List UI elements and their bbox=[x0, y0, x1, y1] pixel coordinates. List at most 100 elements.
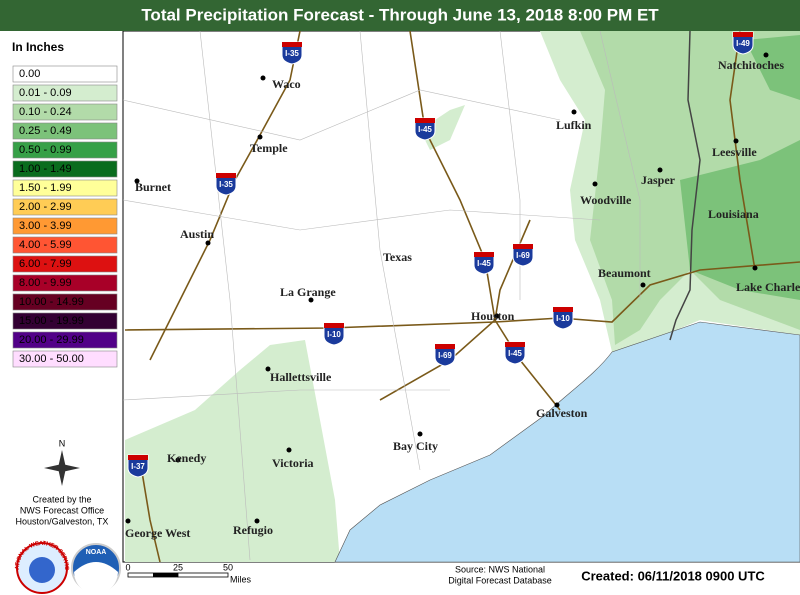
credit: NWS Forecast Office bbox=[20, 505, 104, 515]
city-label: Victoria bbox=[272, 456, 314, 470]
legend-label: 8.00 - 9.99 bbox=[19, 277, 72, 289]
city-dot bbox=[494, 313, 500, 319]
city-label: Waco bbox=[272, 77, 301, 91]
title: Total Precipitation Forecast - Through J… bbox=[141, 5, 659, 24]
interstate-label: I-35 bbox=[219, 180, 233, 189]
city-label: Woodville bbox=[580, 193, 632, 207]
scale-label: 25 bbox=[173, 562, 183, 572]
legend-swatch bbox=[12, 350, 118, 368]
legend-swatch bbox=[12, 293, 118, 311]
interstate-shield bbox=[732, 31, 754, 55]
credit: Houston/Galveston, TX bbox=[16, 516, 109, 526]
legend-swatch bbox=[12, 122, 118, 140]
interstate-shield-top bbox=[733, 32, 753, 37]
interstate-shield bbox=[281, 41, 303, 65]
interstate-shield-top bbox=[435, 344, 455, 349]
compass: N bbox=[44, 438, 80, 486]
legend-label: 0.25 - 0.49 bbox=[19, 125, 72, 137]
interstate-shield bbox=[434, 343, 456, 367]
nws-logo-center bbox=[29, 557, 55, 583]
map-area: Waco Temple Burnet Austin La Grange Hallettsv… bbox=[122, 30, 800, 563]
city-label: Jasper bbox=[641, 173, 676, 187]
legend-swatch bbox=[12, 312, 118, 330]
footer bbox=[123, 563, 800, 595]
legend-label: 0.01 - 0.09 bbox=[19, 87, 72, 99]
city-label: Kenedy bbox=[167, 451, 206, 465]
city-dot bbox=[733, 138, 739, 144]
city-dot bbox=[125, 518, 131, 524]
interstate-shield-top bbox=[513, 244, 533, 249]
legend-swatch bbox=[12, 65, 118, 83]
legend-label: 0.50 - 0.99 bbox=[19, 144, 72, 156]
legend-label: 1.00 - 1.49 bbox=[19, 163, 72, 175]
city-dot bbox=[763, 52, 769, 58]
city-dot bbox=[571, 109, 577, 115]
legend-swatch bbox=[12, 331, 118, 349]
city-dot bbox=[265, 366, 271, 372]
legend-label: 30.00 - 50.00 bbox=[19, 353, 84, 365]
rain-area bbox=[420, 105, 465, 150]
city-dot bbox=[260, 75, 266, 81]
state-label: Louisiana bbox=[708, 207, 759, 221]
legend-swatch bbox=[12, 236, 118, 254]
interstate-shield bbox=[127, 454, 149, 478]
city-dot bbox=[592, 181, 598, 187]
legend-label: 0.00 bbox=[19, 68, 40, 80]
interstate-shield bbox=[504, 341, 526, 365]
city-dot bbox=[308, 297, 314, 303]
interstate-shield bbox=[512, 243, 534, 267]
gulf-of-mexico bbox=[334, 321, 800, 563]
legend-swatch bbox=[12, 84, 118, 102]
interstate-shield-top bbox=[553, 307, 573, 312]
rain-area bbox=[680, 140, 800, 300]
interstate-shield-top bbox=[505, 342, 525, 347]
city-label: Austin bbox=[180, 227, 214, 241]
city-label: Houston bbox=[471, 309, 515, 323]
city-label: Burnet bbox=[135, 180, 171, 194]
city-label: Lufkin bbox=[556, 118, 592, 132]
state-border bbox=[669, 30, 701, 341]
county-lines bbox=[122, 30, 641, 561]
city-label: George West bbox=[125, 526, 190, 540]
legend-label: 20.00 - 29.99 bbox=[19, 334, 84, 346]
interstate-label: I-10 bbox=[327, 330, 341, 339]
interstate-shield bbox=[552, 306, 574, 330]
city-label: Natchitoches bbox=[718, 58, 784, 72]
legend-swatch bbox=[12, 141, 118, 159]
scale-bar bbox=[127, 572, 229, 578]
legend-swatch bbox=[12, 255, 118, 273]
city-label: La Grange bbox=[280, 285, 336, 299]
legend-swatch bbox=[12, 179, 118, 197]
city-dot bbox=[417, 431, 423, 437]
scale-label: 50 bbox=[223, 562, 233, 572]
scale-unit: Miles bbox=[230, 574, 252, 584]
city-label: Leesville bbox=[712, 145, 757, 159]
noaa-logo-wave bbox=[74, 562, 118, 594]
legend-swatch bbox=[12, 217, 118, 235]
interstate-label: I-69 bbox=[516, 251, 530, 260]
interstate-label: I-37 bbox=[131, 462, 145, 471]
interstate-shield-top bbox=[415, 118, 435, 123]
city-dot bbox=[640, 282, 646, 288]
city-label: Bay City bbox=[393, 439, 438, 453]
created: Created: 06/11/2018 0900 UTC bbox=[581, 568, 765, 583]
interstate-shield-top bbox=[474, 252, 494, 257]
scale-label: 0 bbox=[125, 562, 130, 572]
city-label: Hallettsville bbox=[270, 370, 332, 384]
title-bar bbox=[0, 0, 800, 31]
city-dot bbox=[752, 265, 758, 271]
rain-area bbox=[745, 35, 800, 100]
city-label: Beaumont bbox=[598, 266, 651, 280]
state-label: Texas bbox=[383, 250, 412, 264]
city-label: Refugio bbox=[233, 523, 273, 537]
interstate-label: I-35 bbox=[285, 49, 299, 58]
noaa-logo-text: NOAA bbox=[86, 549, 107, 556]
credit: Created by the bbox=[32, 494, 91, 504]
interstate-label: I-49 bbox=[736, 39, 750, 48]
compass-label: N bbox=[59, 438, 66, 448]
city-dot bbox=[657, 167, 663, 173]
interstate-shield bbox=[414, 117, 436, 141]
legend-label: 4.00 - 5.99 bbox=[19, 239, 72, 251]
interstate-shield bbox=[473, 251, 495, 275]
city-dot bbox=[254, 518, 260, 524]
